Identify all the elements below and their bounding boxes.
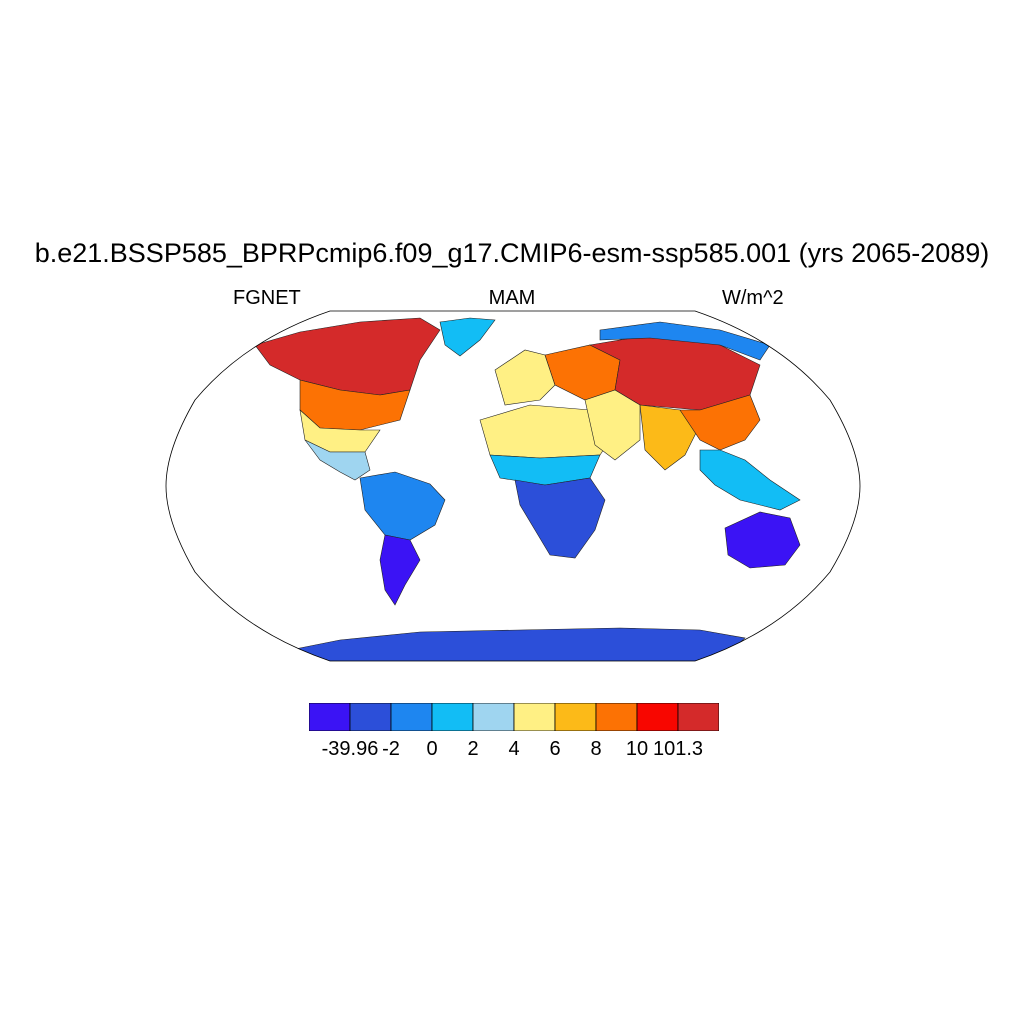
region-China bbox=[679, 394, 761, 451]
colorbar-box bbox=[431, 703, 474, 731]
colorbar-box bbox=[349, 703, 392, 731]
region-Antarctica bbox=[289, 627, 746, 661]
land-layer bbox=[254, 317, 801, 661]
region-Amazon / Northern South America bbox=[359, 471, 446, 541]
plot-title: b.e21.BSSP585_BPRPcmip6.f09_g17.CMIP6-es… bbox=[34, 238, 990, 268]
map-outline bbox=[165, 310, 861, 662]
colorbar-box bbox=[554, 703, 597, 731]
colorbar-tick-label: -2 bbox=[382, 738, 400, 760]
center-string: MAM bbox=[488, 287, 536, 309]
colorbar-tick-label: 101.3 bbox=[652, 738, 704, 760]
colorbar-tick-label: 0 bbox=[426, 738, 438, 760]
region-Arctic Siberia coast bbox=[599, 321, 771, 361]
colorbar-box bbox=[595, 703, 638, 731]
colorbar-box bbox=[309, 703, 351, 731]
colorbar-tick-label: -39.96 bbox=[321, 738, 379, 760]
colorbar-tick-label: 6 bbox=[549, 738, 561, 760]
colorbar bbox=[309, 703, 719, 731]
region-Canada / Hudson Bay bbox=[254, 317, 441, 396]
region-Central / Southern Africa bbox=[514, 477, 606, 559]
colorbar-tick-label: 10 bbox=[625, 738, 649, 760]
region-Southeast Asia / Maritime bbox=[699, 449, 801, 511]
colorbar-box bbox=[472, 703, 515, 731]
colorbar-box bbox=[513, 703, 556, 731]
colorbar-tick-label: 4 bbox=[508, 738, 520, 760]
region-Greenland bbox=[439, 317, 496, 357]
region-Middle East bbox=[584, 389, 641, 461]
region-Southern South America bbox=[379, 534, 421, 606]
colorbar-box bbox=[636, 703, 679, 731]
region-Mexico / Central America bbox=[304, 439, 371, 481]
colorbar-tick-label: 8 bbox=[590, 738, 602, 760]
region-Australia bbox=[724, 511, 801, 569]
colorbar-box bbox=[390, 703, 433, 731]
right-string: W/m^2 bbox=[722, 287, 784, 309]
colorbar-box bbox=[677, 703, 719, 731]
colorbar-tick-label: 2 bbox=[467, 738, 479, 760]
left-string: FGNET bbox=[233, 287, 301, 309]
